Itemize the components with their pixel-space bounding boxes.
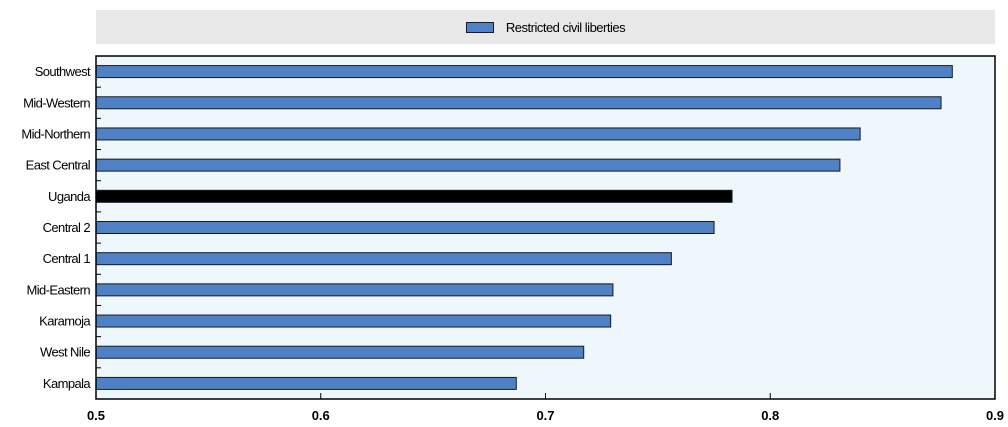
bar-southwest xyxy=(95,65,953,79)
x-tick-label: 0.5 xyxy=(87,408,105,423)
category-label: Mid-Western xyxy=(23,95,90,110)
category-label: Central 2 xyxy=(43,220,91,235)
category-label: Southwest xyxy=(35,64,91,79)
category-label: Central 1 xyxy=(43,251,91,266)
category-label: Uganda xyxy=(48,189,91,204)
category-label: West Nile xyxy=(40,345,90,360)
category-label: Mid-Northern xyxy=(21,126,90,141)
category-label: Kampala xyxy=(43,376,91,391)
bar-west-nile xyxy=(95,345,585,359)
bar-east-central xyxy=(95,158,841,172)
category-label: East Central xyxy=(26,158,91,173)
legend: Restricted civil liberties xyxy=(96,10,995,44)
legend-swatch xyxy=(465,21,494,33)
bar-uganda xyxy=(95,189,733,203)
bar-mid-western xyxy=(95,96,942,110)
bar-central-1 xyxy=(95,252,672,266)
bar-mid-eastern xyxy=(95,283,614,297)
bar-karamoja xyxy=(95,314,612,328)
bar-kampala xyxy=(95,376,517,390)
legend-label: Restricted civil liberties xyxy=(505,19,626,35)
x-tick-label: 0.8 xyxy=(761,408,779,423)
category-label: Mid-Eastern xyxy=(27,282,91,297)
category-label: Karamoja xyxy=(39,314,91,329)
x-tick-label: 0.7 xyxy=(536,408,554,423)
x-tick-label: 0.9 xyxy=(986,408,1004,423)
bar-mid-northern xyxy=(95,127,861,141)
bar-central-2 xyxy=(95,221,715,234)
x-tick-label: 0.6 xyxy=(312,408,330,423)
plot-frame xyxy=(95,55,996,400)
